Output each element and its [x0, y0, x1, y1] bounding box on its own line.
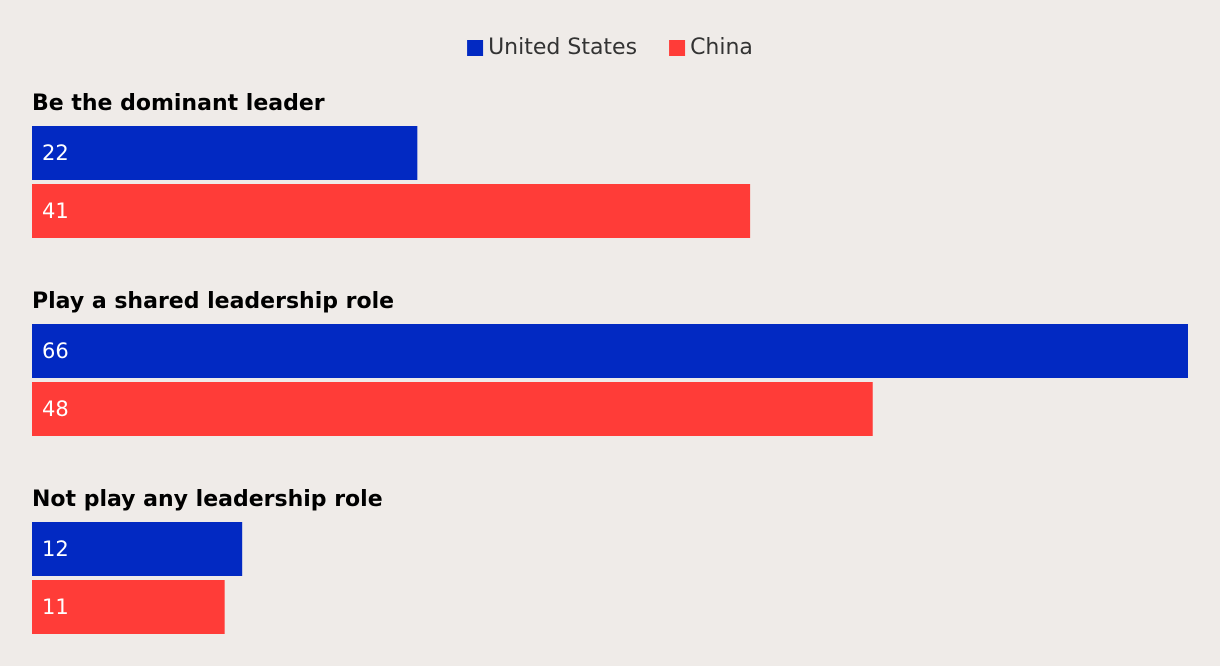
category-label: Not play any leadership role: [32, 487, 383, 512]
value-label: 12: [42, 537, 69, 561]
bar: [32, 522, 243, 576]
legend-label: United States: [488, 35, 637, 60]
value-label: 11: [42, 595, 69, 619]
bar: [32, 126, 418, 180]
legend-label: China: [690, 35, 753, 60]
bar: [32, 580, 225, 634]
value-label: 41: [42, 199, 69, 223]
category-label: Be the dominant leader: [32, 91, 325, 116]
value-label: 48: [42, 397, 69, 421]
value-label: 22: [42, 141, 69, 165]
bar: [32, 324, 1188, 378]
category-label: Play a shared leadership role: [32, 289, 394, 314]
bar: [32, 184, 751, 238]
legend-swatch: [669, 40, 686, 56]
value-label: 66: [42, 339, 69, 363]
legend-swatch: [467, 40, 484, 56]
bar: [32, 382, 873, 436]
